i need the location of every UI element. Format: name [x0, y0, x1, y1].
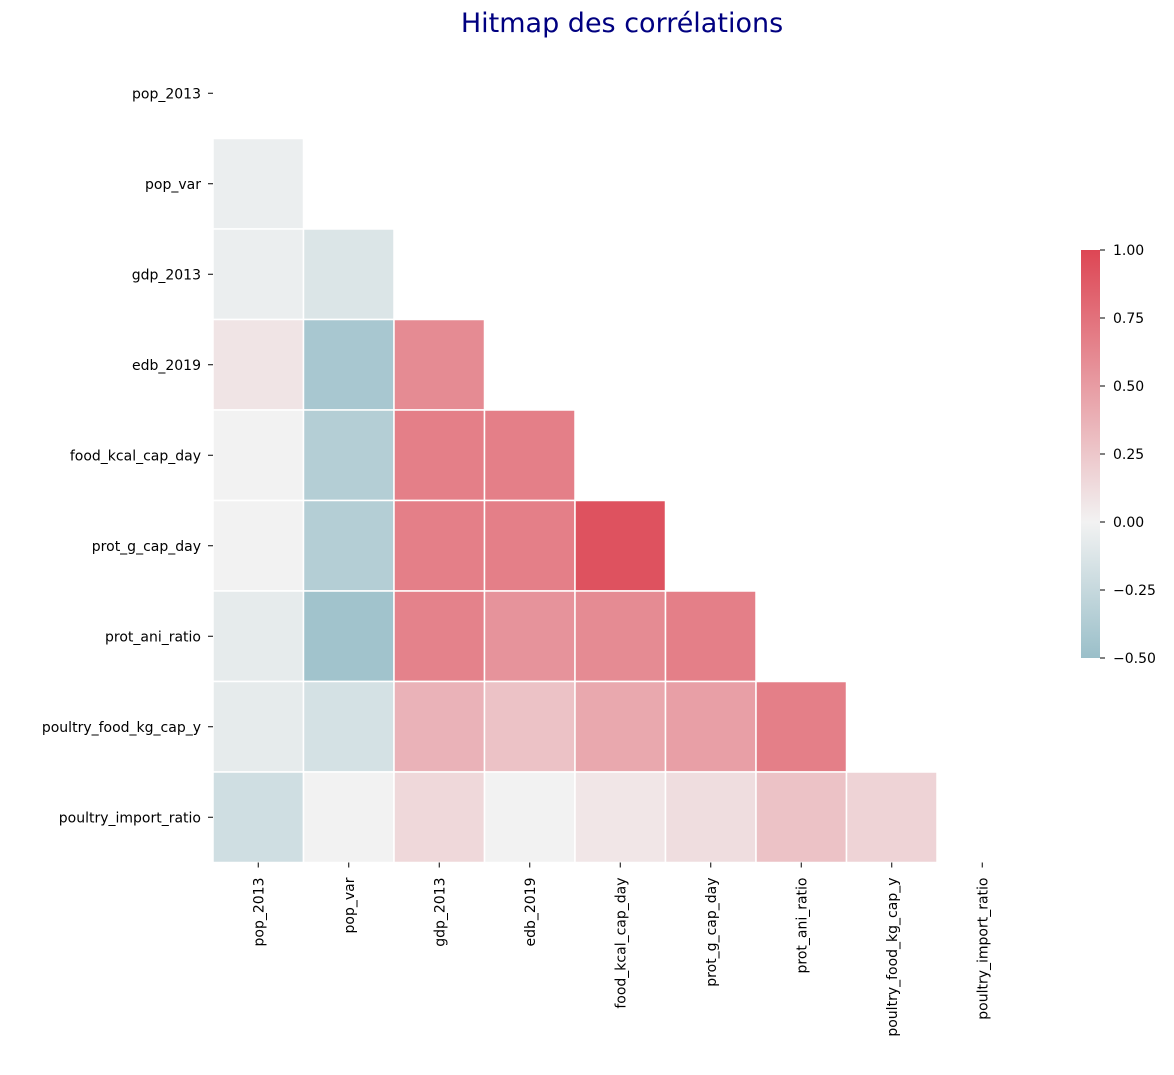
heatmap-cells — [212, 137, 938, 864]
heatmap-cell-gdp_2013-pop_var — [302, 228, 395, 321]
y-tick-label: edb_2019 — [132, 358, 201, 374]
colorbar-tick-label: 1.00 — [1113, 243, 1144, 259]
heatmap-cell-prot_g_cap_day-edb_2019 — [483, 499, 576, 592]
heatmap-cell-poultry_food_kg_cap_y-gdp_2013 — [393, 680, 486, 773]
colorbar-gradient — [1081, 250, 1100, 658]
heatmap-cell-poultry_import_ratio-food_kcal_cap_day — [574, 771, 667, 864]
chart-title: Hitmap des corrélations — [460, 8, 784, 39]
heatmap-cell-prot_ani_ratio-food_kcal_cap_day — [574, 590, 667, 683]
heatmap-cell-prot_g_cap_day-pop_var — [302, 499, 395, 592]
heatmap-cell-poultry_import_ratio-poultry_food_kg_cap_y — [845, 771, 938, 864]
y-tick-label: food_kcal_cap_day — [70, 448, 201, 464]
x-tick-label: edb_2019 — [523, 878, 539, 947]
heatmap-cell-poultry_food_kg_cap_y-food_kcal_cap_day — [574, 680, 667, 773]
heatmap-cell-food_kcal_cap_day-pop_2013 — [212, 409, 305, 502]
heatmap-cell-poultry_import_ratio-prot_g_cap_day — [664, 771, 757, 864]
colorbar: 1.00 0.75 0.50 0.25 0.00 −0.25 −0.50 — [1081, 243, 1156, 667]
heatmap-cell-pop_var-pop_2013 — [212, 137, 305, 230]
y-tick-label: prot_g_cap_day — [92, 539, 201, 555]
heatmap-cell-poultry_food_kg_cap_y-prot_g_cap_day — [664, 680, 757, 773]
heatmap-cell-poultry_import_ratio-pop_var — [302, 771, 395, 864]
heatmap-cell-food_kcal_cap_day-edb_2019 — [483, 409, 576, 502]
x-tick-label: gdp_2013 — [432, 878, 448, 947]
heatmap-cell-prot_ani_ratio-prot_g_cap_day — [664, 590, 757, 683]
colorbar-tick-label: 0.25 — [1113, 447, 1144, 463]
colorbar-tick-label: 0.50 — [1113, 379, 1144, 395]
x-tick-label: poultry_food_kg_cap_y — [885, 878, 901, 1037]
heatmap-cell-poultry_import_ratio-pop_2013 — [212, 771, 305, 864]
heatmap-cell-prot_ani_ratio-edb_2019 — [483, 590, 576, 683]
heatmap-cell-poultry_food_kg_cap_y-prot_ani_ratio — [755, 680, 848, 773]
heatmap-cell-poultry_import_ratio-edb_2019 — [483, 771, 576, 864]
heatmap-cell-edb_2019-gdp_2013 — [393, 318, 486, 411]
y-tick-label: pop_2013 — [132, 86, 201, 102]
heatmap-cell-poultry_food_kg_cap_y-pop_2013 — [212, 680, 305, 773]
heatmap-cell-poultry_import_ratio-prot_ani_ratio — [755, 771, 848, 864]
x-tick-label: pop_var — [342, 877, 358, 933]
heatmap-cell-food_kcal_cap_day-gdp_2013 — [393, 409, 486, 502]
y-tick-label: poultry_food_kg_cap_y — [42, 720, 201, 736]
heatmap-cell-edb_2019-pop_var — [302, 318, 395, 411]
x-tick-label: pop_2013 — [251, 878, 267, 947]
x-tick-label: prot_ani_ratio — [794, 878, 810, 974]
heatmap-cell-prot_ani_ratio-pop_var — [302, 590, 395, 683]
heatmap-cell-prot_ani_ratio-gdp_2013 — [393, 590, 486, 683]
y-axis: pop_2013 pop_var gdp_2013 edb_2019 food_kcal… — [42, 86, 213, 826]
heatmap-cell-food_kcal_cap_day-pop_var — [302, 409, 395, 502]
heatmap-cell-gdp_2013-pop_2013 — [212, 228, 305, 321]
heatmap-cell-poultry_food_kg_cap_y-edb_2019 — [483, 680, 576, 773]
heatmap-cell-prot_g_cap_day-gdp_2013 — [393, 499, 486, 592]
colorbar-tick-label: 0.75 — [1113, 311, 1144, 327]
colorbar-tick-label: −0.25 — [1113, 583, 1156, 599]
heatmap-cell-edb_2019-pop_2013 — [212, 318, 305, 411]
y-tick-label: pop_var — [145, 177, 201, 193]
x-tick-label: prot_g_cap_day — [704, 878, 720, 987]
x-axis: pop_2013 pop_var gdp_2013 edb_2019 food_kcal… — [251, 862, 991, 1037]
y-tick-label: gdp_2013 — [132, 267, 201, 283]
y-tick-label: prot_ani_ratio — [105, 629, 201, 645]
colorbar-tick-label: 0.00 — [1113, 515, 1144, 531]
heatmap-cell-prot_ani_ratio-pop_2013 — [212, 590, 305, 683]
x-tick-label: poultry_import_ratio — [975, 878, 991, 1020]
heatmap-cell-prot_g_cap_day-food_kcal_cap_day — [574, 499, 667, 592]
heatmap-cell-prot_g_cap_day-pop_2013 — [212, 499, 305, 592]
x-tick-label: food_kcal_cap_day — [613, 878, 629, 1009]
colorbar-tick-label: −0.50 — [1113, 651, 1156, 667]
y-tick-label: poultry_import_ratio — [59, 810, 201, 826]
heatmap-cell-poultry_food_kg_cap_y-pop_var — [302, 680, 395, 773]
heatmap-cell-poultry_import_ratio-gdp_2013 — [393, 771, 486, 864]
